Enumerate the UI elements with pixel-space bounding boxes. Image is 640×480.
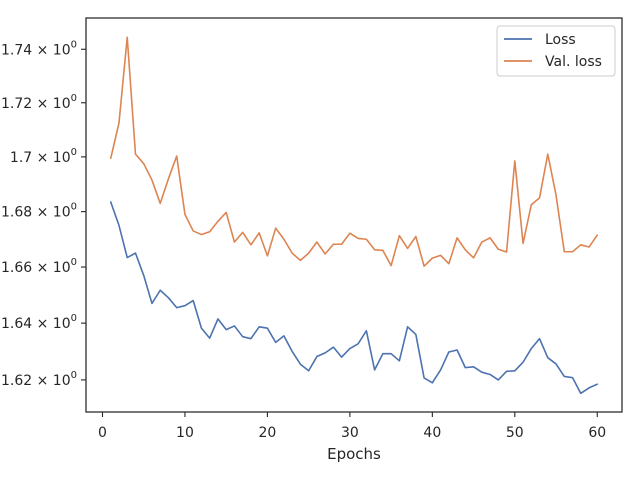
y-tick-times: × 10 <box>32 260 70 276</box>
x-axis: 0 10 20 30 40 50 60 <box>98 412 606 441</box>
y-tick-times: × 10 <box>32 42 70 58</box>
x-tick-label: 30 <box>341 425 359 441</box>
y-tick-label: 1.62 × 100 <box>1 370 77 389</box>
y-tick-exponent: 0 <box>71 93 77 104</box>
y-tick-exponent: 0 <box>71 313 77 324</box>
series-line-1 <box>109 36 599 268</box>
y-tick-exponent: 0 <box>71 370 77 381</box>
legend-label: Val. loss <box>545 54 602 70</box>
y-tick-label: 1.7 × 100 <box>10 147 77 166</box>
x-tick-label: 0 <box>98 425 107 441</box>
x-tick-label: 60 <box>588 425 606 441</box>
series-line-0 <box>109 201 599 395</box>
x-axis-label: Epochs <box>327 445 381 463</box>
y-tick-times: × 10 <box>32 316 70 332</box>
y-tick-label: 1.66 × 100 <box>1 257 77 276</box>
y-tick-base: 1.72 <box>1 96 32 112</box>
y-tick-times: × 10 <box>32 96 70 112</box>
y-tick-exponent: 0 <box>71 147 77 158</box>
y-tick-base: 1.74 <box>1 42 32 58</box>
y-tick-base: 1.64 <box>1 316 32 332</box>
y-tick-base: 1.68 <box>1 205 32 221</box>
y-tick-exponent: 0 <box>71 39 77 50</box>
y-tick-base: 1.66 <box>1 260 32 276</box>
y-tick-label: 1.64 × 100 <box>1 313 77 332</box>
y-tick-label: 1.74 × 100 <box>1 39 77 58</box>
x-tick-label: 10 <box>176 425 194 441</box>
series-lines <box>109 36 599 395</box>
x-tick-label: 40 <box>423 425 441 441</box>
y-tick-times: × 10 <box>32 373 70 389</box>
y-tick-times: × 10 <box>32 205 70 221</box>
x-tick-label: 50 <box>506 425 524 441</box>
plot-frame <box>85 17 623 413</box>
y-tick-exponent: 0 <box>71 257 77 268</box>
y-tick-base: 1.62 <box>1 373 32 389</box>
legend: Loss Val. loss <box>496 25 616 77</box>
y-tick-base: 1.7 <box>10 150 32 166</box>
x-tick-label: 20 <box>259 425 277 441</box>
y-tick-times: × 10 <box>32 150 70 166</box>
y-tick-label: 1.68 × 100 <box>1 202 77 221</box>
y-tick-exponent: 0 <box>71 202 77 213</box>
y-tick-label: 1.72 × 100 <box>1 93 77 112</box>
legend-label: Loss <box>545 32 576 48</box>
